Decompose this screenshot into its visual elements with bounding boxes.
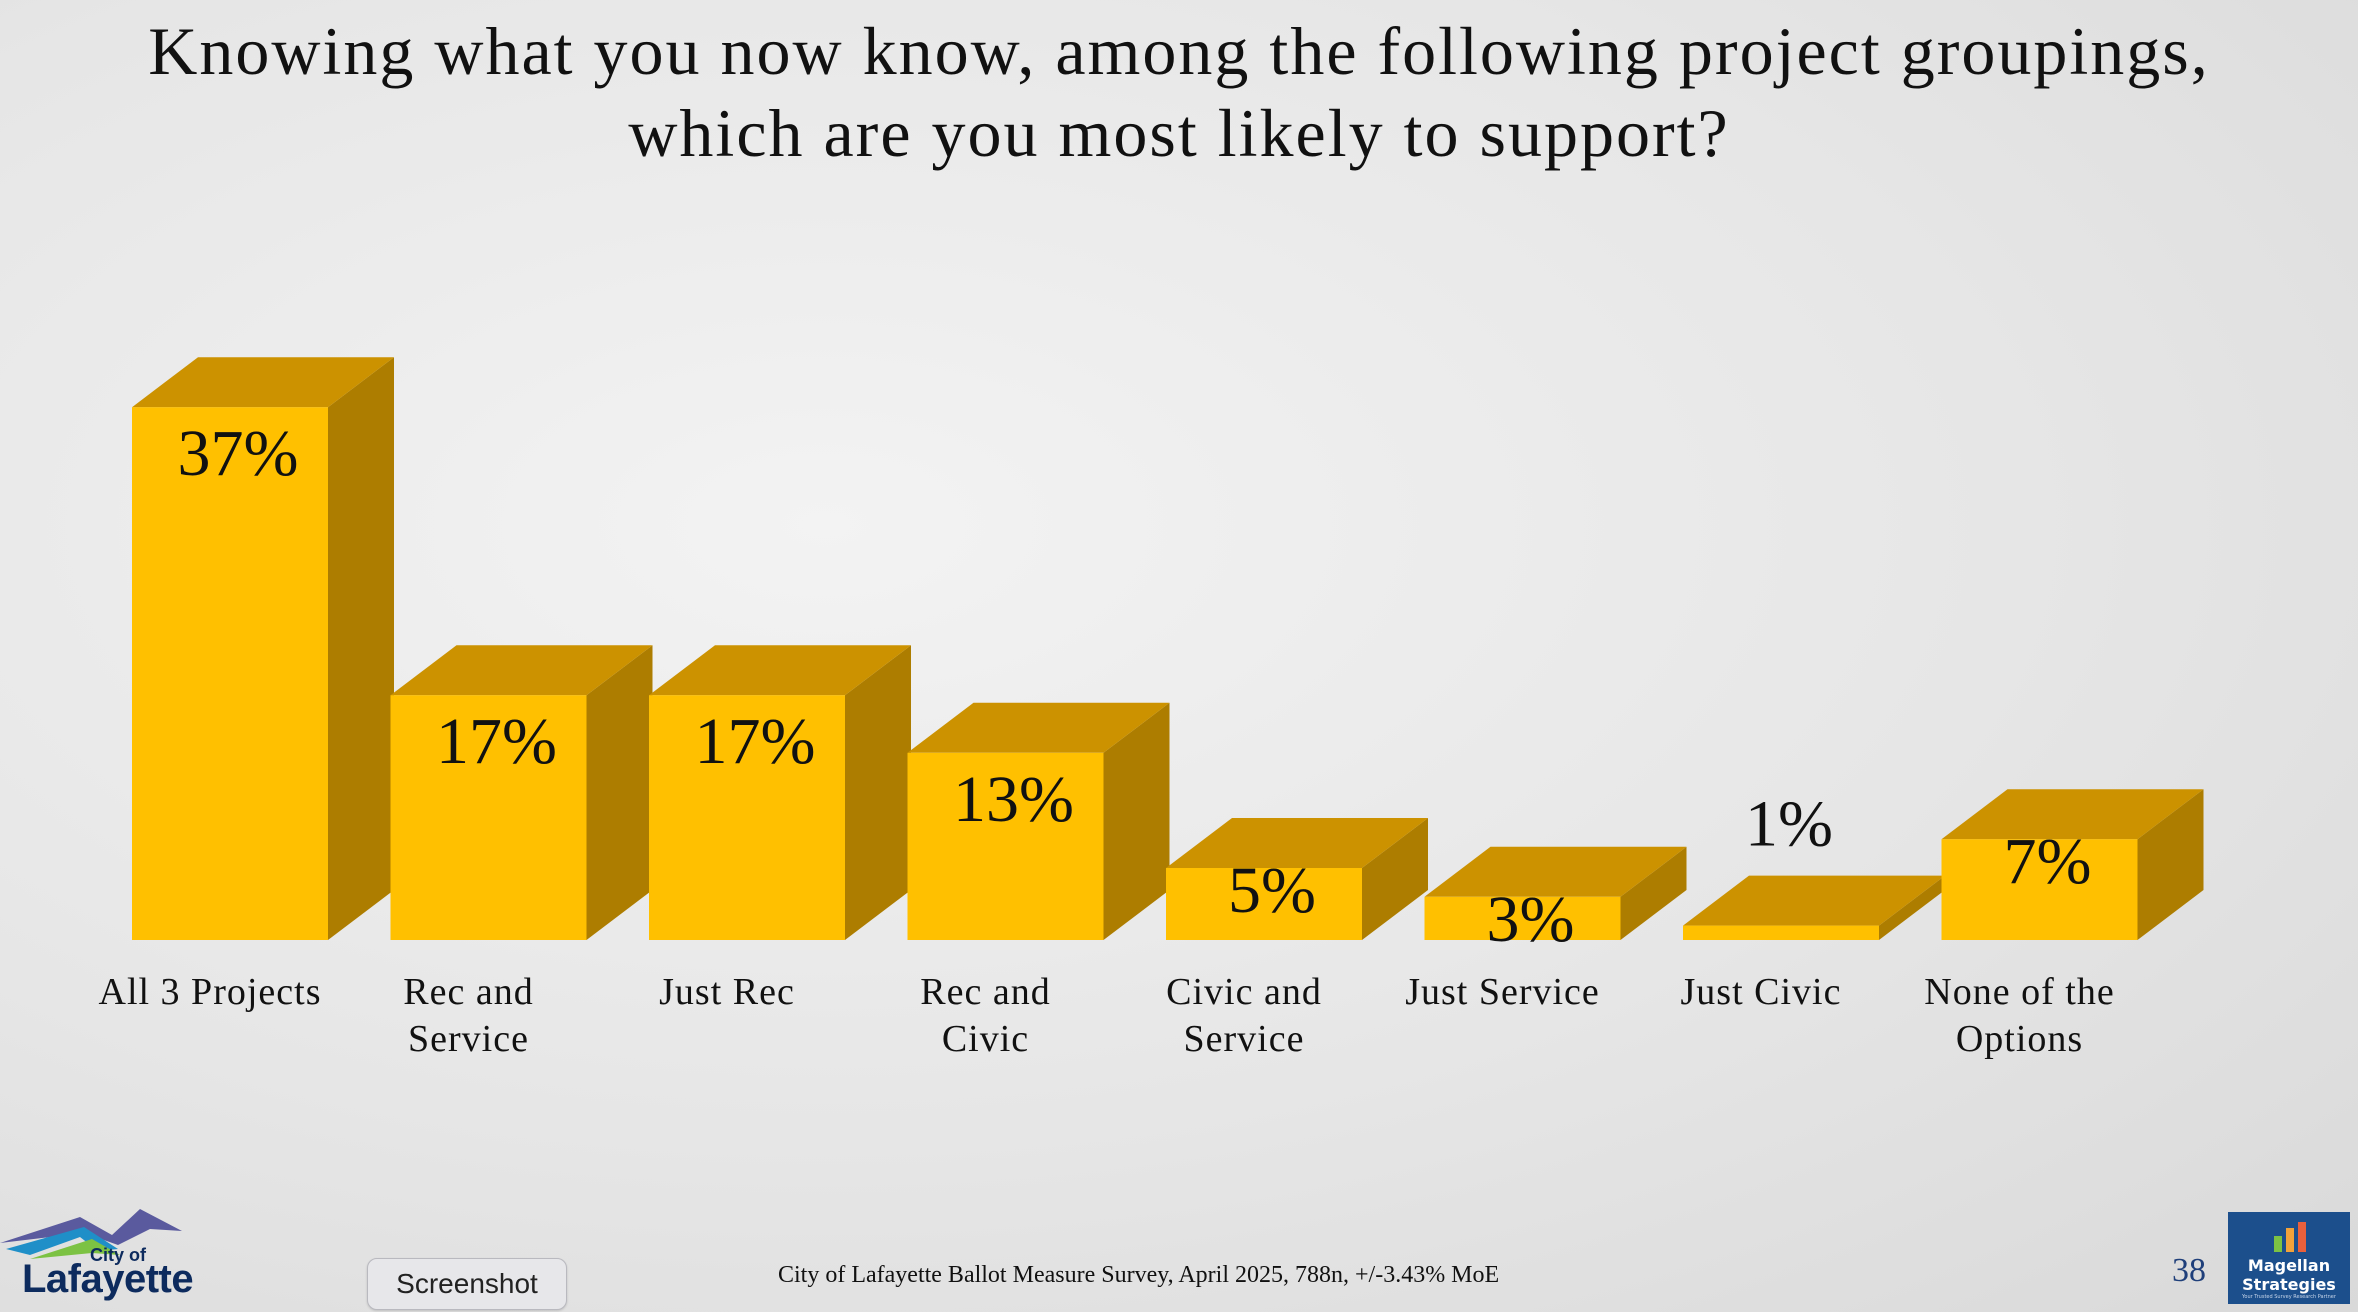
bar-side-face (1103, 702, 1170, 940)
bar-value-label: 13% (953, 763, 1074, 836)
lafayette-mountain-icon (0, 1209, 182, 1259)
bar-side-face (1620, 846, 1687, 940)
city-of-lafayette-logo: City of Lafayette (0, 1205, 210, 1305)
bar-top-face (907, 702, 1170, 753)
category-label: Civic and Service (1166, 971, 1322, 1060)
bar (1941, 839, 2138, 940)
survey-source-note: City of Lafayette Ballot Measure Survey,… (778, 1262, 1500, 1288)
city-of-text: City of (90, 1245, 146, 1265)
bar-top-face (1683, 875, 1945, 926)
category-label: All 3 Projects (99, 971, 322, 1013)
magellan-line-1: Magellan (2247, 1256, 2331, 1275)
screenshot-button[interactable]: Screenshot (367, 1258, 567, 1310)
bar (132, 407, 328, 940)
bar-chart: 37% All 3 Projects 17% Rec and Service 17% Jus… (99, 357, 2204, 1060)
category-label: None of the Options (1924, 971, 2114, 1060)
bar-top-face (1941, 789, 2204, 840)
chart-title: Knowing what you now know, among the fol… (0, 10, 2358, 174)
bar-top-face (390, 645, 653, 696)
bar-top-face (1166, 818, 1428, 868)
title-line-2: which are you most likely to support? (628, 95, 1730, 171)
bar (1424, 896, 1621, 940)
category-label: Just Civic (1681, 971, 1842, 1013)
magellan-line-2: Strategies (2242, 1275, 2336, 1294)
bar-value-label: 17% (695, 705, 816, 778)
bar-side-face (2137, 789, 2204, 940)
category-label: Just Rec (659, 971, 795, 1013)
bar (1683, 925, 1879, 940)
bar-value-label: 17% (436, 705, 557, 778)
category-label: Rec and Civic (920, 971, 1050, 1060)
title-line-1: Knowing what you now know, among the fol… (148, 13, 2210, 89)
bar-value-label: 3% (1487, 883, 1575, 956)
bar-top-face (132, 357, 394, 408)
magellan-strategies-logo: Magellan Strategies Your Trusted Survey … (2228, 1212, 2350, 1304)
bar-side-face (586, 645, 653, 940)
lafayette-text: Lafayette (22, 1257, 194, 1301)
bar-side-face (1362, 818, 1428, 940)
bar (1166, 868, 1362, 940)
bar-side-face (845, 645, 911, 940)
bar-value-label: 37% (178, 417, 299, 490)
page-number: 38 (2172, 1252, 2206, 1289)
magellan-tagline: Your Trusted Survey Research Partner (2242, 1294, 2336, 1300)
bar-value-label: 1% (1745, 788, 1833, 861)
bar (907, 752, 1104, 940)
bar-chart-icon (2274, 1222, 2306, 1252)
bar-top-face (649, 645, 911, 696)
bar-value-label: 7% (2004, 825, 2092, 898)
category-label: Just Service (1405, 971, 1600, 1013)
bar-value-label: 5% (1228, 854, 1316, 927)
bar-side-face (328, 357, 394, 940)
bar (649, 695, 845, 940)
bar (390, 695, 587, 940)
bar-side-face (1879, 875, 1945, 940)
category-label: Rec and Service (403, 971, 533, 1060)
bar-top-face (1424, 846, 1687, 897)
